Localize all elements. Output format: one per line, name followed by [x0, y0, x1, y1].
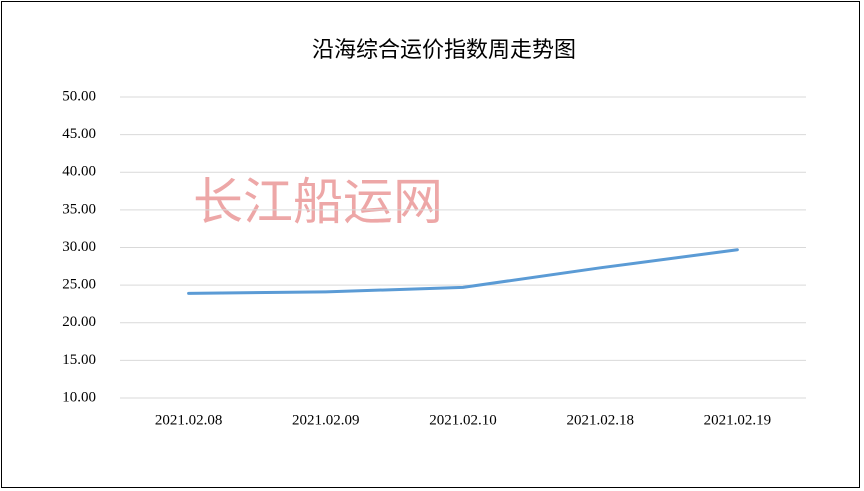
x-tick-label: 2021.02.08 [155, 412, 223, 428]
watermark: 长江船运网 [193, 173, 443, 231]
y-tick-label: 35.00 [62, 201, 96, 217]
y-tick-label: 40.00 [62, 164, 96, 180]
y-tick-label: 10.00 [62, 389, 96, 405]
x-tick-label: 2021.02.09 [292, 412, 360, 428]
chart-title: 沿海综合运价指数周走势图 [312, 37, 576, 62]
y-tick-label: 20.00 [62, 314, 96, 330]
x-tick-label: 2021.02.19 [704, 412, 772, 428]
y-tick-label: 15.00 [62, 352, 96, 368]
y-tick-label: 50.00 [62, 88, 96, 104]
x-tick-label: 2021.02.18 [566, 412, 634, 428]
line-series [187, 248, 739, 295]
y-tick-label: 30.00 [62, 239, 96, 255]
x-tick-label: 2021.02.10 [429, 412, 497, 428]
y-tick-label: 25.00 [62, 277, 96, 293]
y-tick-label: 45.00 [62, 126, 96, 142]
